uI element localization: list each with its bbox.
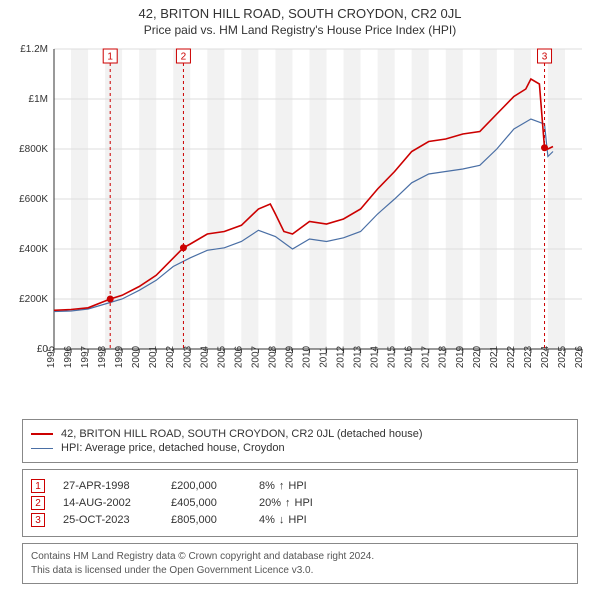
svg-text:£1.2M: £1.2M [20, 44, 48, 55]
legend-item-series1: 42, BRITON HILL ROAD, SOUTH CROYDON, CR2… [31, 428, 569, 440]
svg-text:£400K: £400K [19, 244, 48, 255]
sales-diff: 8% ↑HPI [259, 480, 307, 492]
sales-diff: 20% ↑ HPI [259, 497, 313, 509]
svg-text:1: 1 [107, 52, 113, 63]
sales-price: £200,000 [171, 480, 241, 492]
sales-marker: 1 [31, 479, 45, 493]
chart-plot-area: £0£200K£400K£600K£800K£1M£1.2M1995199619… [0, 39, 600, 409]
svg-text:£200K: £200K [19, 294, 48, 305]
sales-diff-label: HPI [288, 514, 306, 526]
sales-row: 1 27-APR-1998 £200,000 8% ↑HPI [31, 479, 569, 493]
legend-swatch-series1 [31, 433, 53, 435]
sales-price: £405,000 [171, 497, 241, 509]
attribution-box: Contains HM Land Registry data © Crown c… [22, 543, 578, 584]
svg-text:£1M: £1M [29, 94, 48, 105]
svg-text:3: 3 [542, 52, 548, 63]
svg-text:2: 2 [181, 52, 187, 63]
chart-subtitle: Price paid vs. HM Land Registry's House … [0, 23, 600, 37]
title-block: 42, BRITON HILL ROAD, SOUTH CROYDON, CR2… [0, 0, 600, 39]
sales-diff-arrow-icon: ↑ [285, 497, 291, 509]
legend-label-series2: HPI: Average price, detached house, Croy… [61, 442, 285, 454]
sales-diff-arrow-icon: ↓ [279, 514, 285, 526]
sales-marker: 3 [31, 513, 45, 527]
sales-diff-label: HPI [295, 497, 313, 509]
attribution-line2: This data is licensed under the Open Gov… [31, 564, 569, 578]
sales-date: 25-OCT-2023 [63, 514, 153, 526]
sales-marker: 2 [31, 496, 45, 510]
sales-row: 3 25-OCT-2023 £805,000 4% ↓HPI [31, 513, 569, 527]
sales-price: £805,000 [171, 514, 241, 526]
sales-date: 14-AUG-2002 [63, 497, 153, 509]
sales-diff-pct: 8% [259, 480, 275, 492]
sales-diff-pct: 20% [259, 497, 281, 509]
sales-row: 2 14-AUG-2002 £405,000 20% ↑ HPI [31, 496, 569, 510]
legend-box: 42, BRITON HILL ROAD, SOUTH CROYDON, CR2… [22, 419, 578, 463]
legend-label-series1: 42, BRITON HILL ROAD, SOUTH CROYDON, CR2… [61, 428, 423, 440]
svg-text:£800K: £800K [19, 144, 48, 155]
svg-text:£600K: £600K [19, 194, 48, 205]
sales-diff: 4% ↓HPI [259, 514, 307, 526]
sales-diff-label: HPI [288, 480, 306, 492]
chart-svg: £0£200K£400K£600K£800K£1M£1.2M1995199619… [0, 39, 600, 409]
sales-table: 127-APR-1998£200,0008%↑HPI214-AUG-2002£4… [22, 469, 578, 537]
sales-date: 27-APR-1998 [63, 480, 153, 492]
legend-item-series2: HPI: Average price, detached house, Croy… [31, 442, 569, 454]
sales-diff-pct: 4% [259, 514, 275, 526]
chart-title-address: 42, BRITON HILL ROAD, SOUTH CROYDON, CR2… [0, 6, 600, 21]
legend-swatch-series2 [31, 448, 53, 449]
chart-container: 42, BRITON HILL ROAD, SOUTH CROYDON, CR2… [0, 0, 600, 584]
sales-diff-arrow-icon: ↑ [279, 480, 285, 492]
attribution-line1: Contains HM Land Registry data © Crown c… [31, 550, 569, 564]
